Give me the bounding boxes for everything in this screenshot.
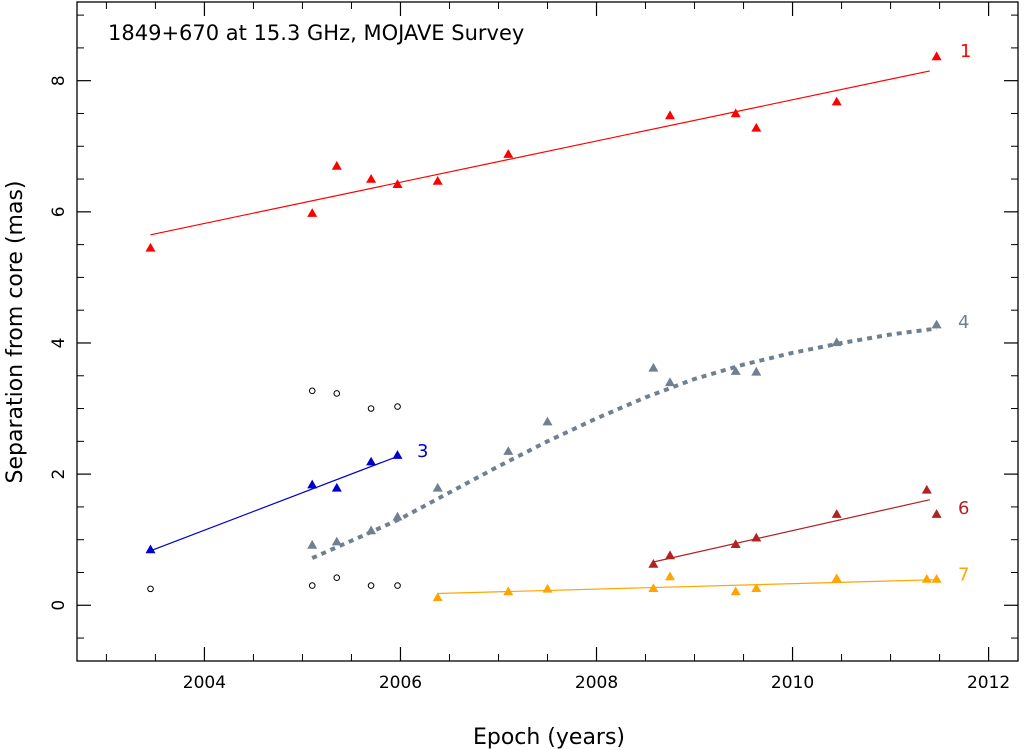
fit-line — [311, 326, 937, 560]
y-tick-label: 2 — [49, 469, 69, 480]
data-point — [730, 366, 741, 375]
fit-line — [653, 499, 930, 563]
series-label: 4 — [958, 312, 969, 333]
data-point — [307, 208, 318, 217]
fit-line — [437, 579, 937, 595]
x-tick-label: 2012 — [967, 673, 1010, 693]
data-point — [503, 446, 514, 455]
data-point — [392, 179, 403, 188]
data-point — [648, 583, 659, 592]
data-point — [931, 51, 942, 61]
data-point — [831, 96, 842, 106]
y-tick-label: 0 — [49, 600, 69, 611]
series-label: 7 — [958, 564, 969, 585]
x-tick-label: 2006 — [379, 673, 422, 693]
y-tick-label: 8 — [49, 75, 69, 86]
data-point — [366, 174, 377, 183]
data-point — [648, 559, 659, 568]
data-point — [751, 532, 762, 542]
series-6: 6 — [648, 484, 969, 568]
series-label: 6 — [958, 498, 969, 519]
data-point — [665, 550, 675, 560]
data-point — [307, 539, 318, 549]
data-point — [432, 482, 443, 492]
plot-frame — [76, 1, 1019, 662]
data-point — [751, 366, 762, 376]
data-point — [665, 571, 675, 581]
data-point — [730, 539, 741, 548]
data-point — [751, 122, 762, 132]
data-point — [432, 176, 443, 185]
data-point — [394, 582, 401, 589]
data-point — [394, 403, 401, 410]
data-point — [392, 511, 403, 521]
data-point — [147, 585, 154, 593]
data-point — [366, 525, 377, 535]
data-point — [921, 574, 932, 583]
data-point — [308, 582, 316, 589]
data-point — [333, 390, 341, 397]
series-4: 4 — [307, 312, 969, 560]
fit-line — [150, 455, 398, 552]
data-point — [665, 377, 675, 387]
data-point — [308, 387, 316, 395]
data-point — [145, 242, 156, 252]
data-point — [367, 582, 375, 589]
data-point — [542, 416, 553, 426]
data-point — [751, 583, 762, 592]
data-point — [730, 108, 741, 118]
data-point — [432, 592, 443, 602]
data-point — [931, 319, 942, 329]
data-point — [648, 362, 659, 372]
data-point — [331, 160, 342, 170]
data-point — [331, 482, 342, 492]
series-open-circles — [147, 387, 401, 593]
data-point — [831, 509, 842, 518]
series-layer: 1 3 4 6 7 — [145, 41, 971, 602]
y-tick-label: 4 — [49, 338, 69, 349]
axes: 2004 2006 2008 2010 2012 0 2 4 6 8 — [49, 2, 1018, 693]
data-point — [931, 574, 942, 583]
series-3: 3 — [145, 441, 428, 554]
data-point — [542, 583, 553, 593]
fit-line — [150, 70, 930, 236]
data-point — [921, 484, 932, 494]
x-tick-label: 2010 — [771, 673, 814, 693]
series-label: 1 — [960, 41, 971, 62]
data-point — [503, 149, 514, 158]
data-point — [831, 573, 842, 583]
data-point — [931, 509, 942, 518]
series-1: 1 — [145, 41, 971, 252]
data-point — [331, 536, 342, 546]
data-point — [367, 405, 375, 412]
data-point — [333, 574, 341, 582]
x-axis-title: Epoch (years) — [473, 725, 625, 750]
y-axis-title: Separation from core (mas) — [3, 181, 28, 484]
data-point — [366, 456, 377, 466]
data-point — [503, 586, 514, 596]
x-tick-label: 2004 — [183, 673, 226, 693]
y-tick-label: 6 — [49, 206, 69, 217]
data-point — [730, 586, 741, 596]
data-point — [307, 479, 318, 489]
chart-title: 1849+670 at 15.3 GHz, MOJAVE Survey — [108, 21, 524, 45]
series-7: 7 — [432, 564, 969, 602]
data-point — [145, 544, 156, 554]
data-point — [665, 110, 675, 120]
data-point — [392, 450, 403, 459]
series-label: 3 — [417, 441, 428, 462]
data-point — [831, 337, 842, 347]
x-tick-label: 2008 — [575, 673, 618, 693]
